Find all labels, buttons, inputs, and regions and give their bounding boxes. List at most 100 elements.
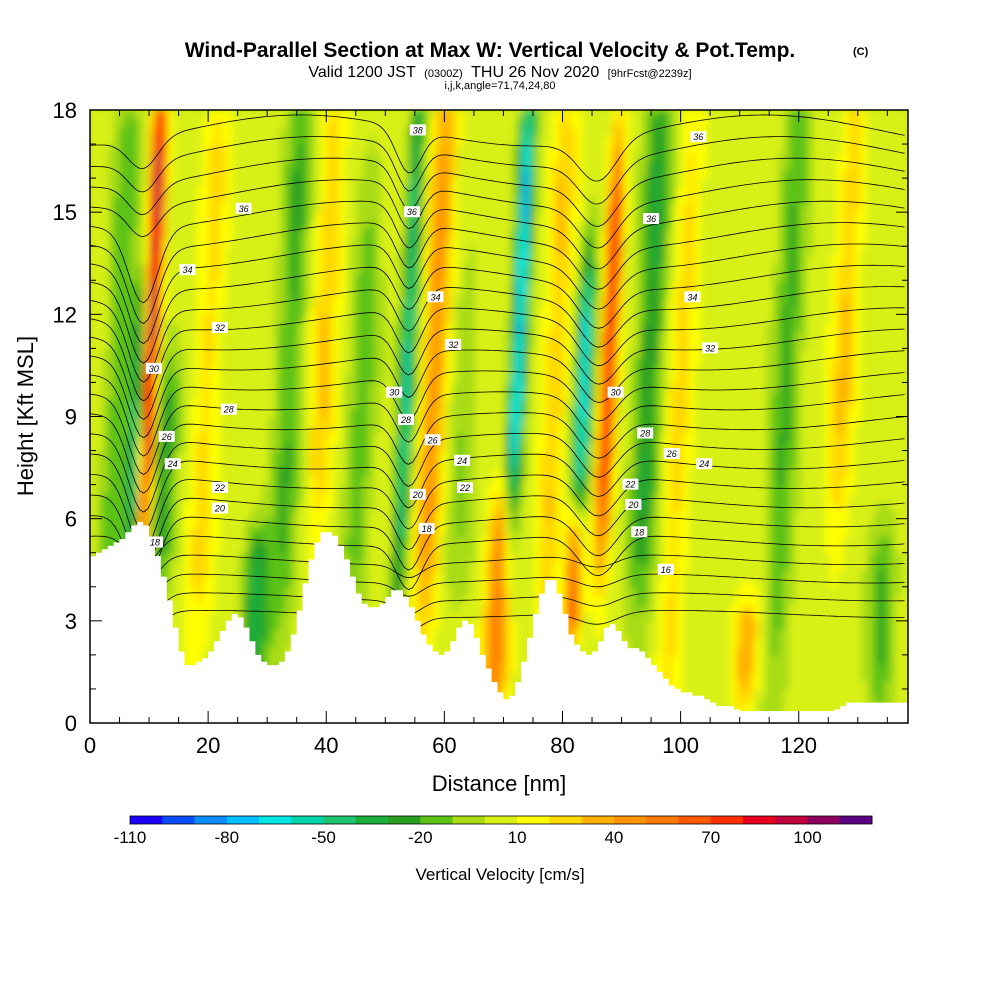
heatmap-cell xyxy=(777,569,785,580)
heatmap-cell xyxy=(807,569,814,580)
heatmap-cell xyxy=(688,433,696,443)
heatmap-cell xyxy=(836,501,844,511)
heatmap-cell xyxy=(380,493,388,503)
heatmap-cell xyxy=(866,688,874,699)
heatmap-cell xyxy=(587,646,595,656)
heatmap-cell xyxy=(451,501,459,511)
heatmap-cell xyxy=(700,561,708,571)
heatmap-cell xyxy=(825,476,832,486)
heatmap-cell xyxy=(457,620,465,631)
heatmap-cell xyxy=(451,629,459,639)
heatmap-cell xyxy=(748,578,755,588)
heatmap-cell xyxy=(469,442,477,452)
heatmap-cell xyxy=(386,561,394,571)
heatmap-cell xyxy=(611,578,619,588)
heatmap-cell xyxy=(884,620,891,631)
heatmap-cell xyxy=(232,501,239,511)
heatmap-cell xyxy=(830,433,838,443)
heatmap-cell xyxy=(777,552,785,562)
heatmap-cell xyxy=(457,603,465,614)
heatmap-cell xyxy=(421,467,429,477)
heatmap-cell xyxy=(398,527,405,537)
heatmap-cell xyxy=(819,646,826,656)
heatmap-cell xyxy=(842,476,850,486)
heatmap-cell xyxy=(309,467,316,477)
heatmap-cell xyxy=(860,654,868,665)
heatmap-cell xyxy=(173,612,180,622)
heatmap-cell xyxy=(771,476,779,486)
heatmap-cell xyxy=(410,595,417,605)
heatmap-cell xyxy=(753,433,761,443)
heatmap-cell xyxy=(819,706,826,716)
heatmap-cell xyxy=(534,544,542,554)
heatmap-cell xyxy=(896,433,903,443)
heatmap-cell xyxy=(143,510,150,520)
heatmap-cell xyxy=(279,561,287,571)
heatmap-cell xyxy=(771,493,779,503)
heatmap-cell xyxy=(878,680,886,690)
heatmap-cell xyxy=(475,586,482,597)
heatmap-cell xyxy=(445,603,453,614)
heatmap-cell xyxy=(676,510,684,520)
heatmap-cell xyxy=(748,688,755,699)
heatmap-cell xyxy=(149,459,156,469)
heatmap-cell xyxy=(261,450,269,460)
heatmap-cell xyxy=(226,501,233,511)
heatmap-cell xyxy=(238,586,245,597)
heatmap-cell xyxy=(813,544,820,554)
heatmap-cell xyxy=(131,459,139,469)
heatmap-cell xyxy=(368,425,376,435)
heatmap-cell xyxy=(386,476,394,486)
heatmap-cell xyxy=(564,476,571,486)
heatmap-cell xyxy=(753,569,761,580)
heatmap-cell xyxy=(220,595,228,605)
heatmap-cell xyxy=(546,425,554,435)
heatmap-cell xyxy=(718,459,725,469)
heatmap-cell xyxy=(232,578,239,588)
heatmap-cell xyxy=(303,433,311,443)
heatmap-cell xyxy=(617,476,625,486)
heatmap-cell xyxy=(742,637,749,648)
heatmap-cell xyxy=(789,425,797,435)
heatmap-cell xyxy=(878,620,886,631)
heatmap-cell xyxy=(528,518,536,528)
heatmap-cell xyxy=(107,484,115,494)
heatmap-cell xyxy=(261,552,269,562)
heatmap-cell xyxy=(605,433,613,443)
heatmap-cell xyxy=(848,697,856,707)
heatmap-cell xyxy=(339,527,346,537)
heatmap-cell xyxy=(558,433,565,443)
heatmap-cell xyxy=(321,425,328,435)
heatmap-cell xyxy=(90,425,97,435)
heatmap-cell xyxy=(688,637,696,648)
heatmap-cell xyxy=(819,654,826,665)
heatmap-cell xyxy=(777,612,785,622)
heatmap-cell xyxy=(771,425,779,435)
heatmap-cell xyxy=(439,569,447,580)
heatmap-cell xyxy=(902,637,908,648)
heatmap-cell xyxy=(137,484,145,494)
heatmap-cell xyxy=(576,569,583,580)
heatmap-cell xyxy=(522,450,530,460)
heatmap-cell xyxy=(635,578,642,588)
heatmap-cell xyxy=(688,620,696,631)
heatmap-cell xyxy=(493,646,500,656)
heatmap-cell xyxy=(813,527,820,537)
heatmap-cell xyxy=(801,561,808,571)
heatmap-cell xyxy=(878,493,886,503)
heatmap-cell xyxy=(256,637,263,648)
heatmap-cell xyxy=(279,493,287,503)
heatmap-cell xyxy=(344,544,352,554)
heatmap-cell xyxy=(344,501,352,511)
heatmap-cell xyxy=(167,450,174,460)
heatmap-cell xyxy=(469,603,477,614)
heatmap-cell xyxy=(504,442,512,452)
heatmap-cell xyxy=(759,637,767,648)
heatmap-cell xyxy=(694,646,702,656)
heatmap-cell xyxy=(273,501,281,511)
heatmap-cell xyxy=(641,518,648,528)
heatmap-cell xyxy=(487,586,494,597)
heatmap-cell xyxy=(896,552,903,562)
heatmap-cell xyxy=(896,637,903,648)
heatmap-cell xyxy=(795,663,803,673)
